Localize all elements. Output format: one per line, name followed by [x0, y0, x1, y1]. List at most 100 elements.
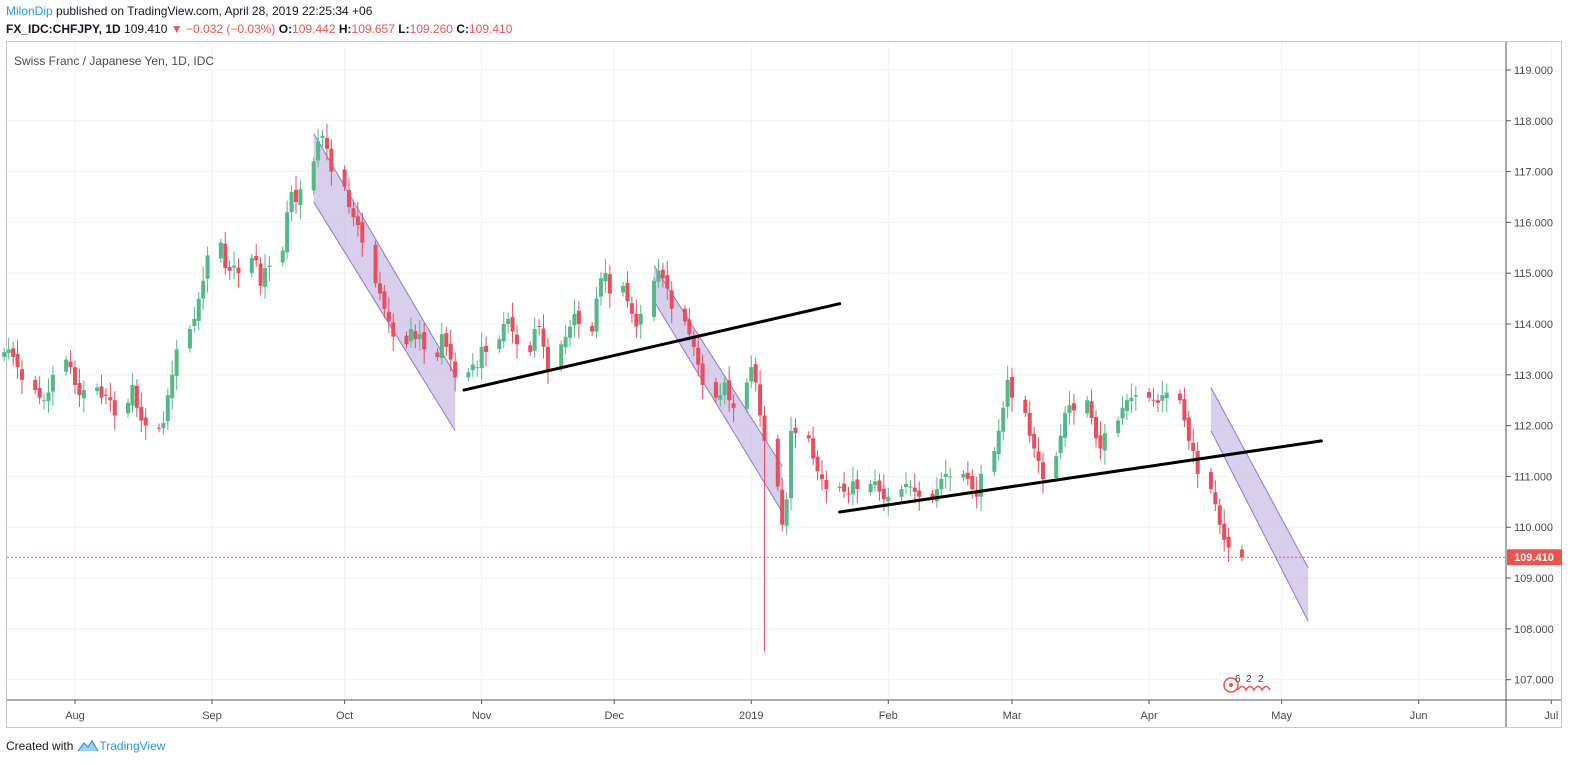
candle-body — [263, 268, 268, 287]
candle-body — [99, 386, 104, 398]
candle-body — [868, 484, 873, 493]
channel-fill[interactable] — [1210, 387, 1309, 622]
ohlc-line: FX_IDC:CHFJPY, 1D 109.410 ▼ −0.032 (−0.0… — [6, 22, 512, 36]
candle-body — [1151, 399, 1156, 401]
svg-text:2: 2 — [1258, 674, 1264, 685]
candle-body — [11, 348, 16, 358]
open-label: O: — [278, 22, 293, 36]
candle-body — [448, 343, 453, 360]
last-price-text: 109.410 — [124, 22, 168, 36]
candle-body — [347, 189, 352, 208]
candle-body — [475, 367, 480, 369]
candle-body — [603, 273, 608, 282]
candle-body — [165, 395, 170, 422]
candle-body — [961, 473, 966, 478]
time-axis[interactable]: Aug Sep Oct Nov Dec 2019 Feb Mar Apr May Jun Jul — [65, 700, 1558, 722]
trendline[interactable] — [462, 302, 842, 392]
y-tick-label: 109.000 — [1514, 573, 1554, 585]
candle-body — [837, 486, 842, 489]
candle-body — [1120, 407, 1125, 419]
candle-body — [1164, 392, 1169, 399]
candle-body — [201, 280, 206, 299]
price-axis[interactable]: 119.000 118.000 117.000 116.000 115.000 114.0… — [1506, 65, 1554, 687]
candle-body — [294, 189, 298, 203]
candle-body — [1217, 505, 1222, 525]
candle-body — [258, 263, 263, 286]
candle-body — [753, 364, 758, 383]
candle-body — [1023, 399, 1028, 413]
candle-body — [382, 291, 387, 309]
candle-body — [762, 415, 767, 441]
candle-body — [1147, 392, 1152, 398]
candle-body — [196, 298, 201, 321]
y-tick-label: 116.000 — [1514, 217, 1553, 229]
candle-body — [1239, 549, 1244, 558]
x-tick-label: Oct — [336, 710, 353, 722]
candle-body — [691, 337, 696, 347]
x-tick-label: Jul — [1544, 710, 1558, 722]
candle-body — [815, 456, 820, 472]
channel-fill[interactable] — [313, 133, 456, 431]
channel-fill[interactable] — [654, 265, 783, 512]
tradingview-brand-link[interactable]: TradingView — [77, 739, 165, 753]
candle-body — [532, 329, 537, 351]
channel-top-line[interactable] — [1210, 387, 1309, 569]
candle-body — [1191, 442, 1196, 452]
candle-body — [1027, 412, 1032, 436]
candle-body — [391, 322, 396, 337]
candle-body — [811, 438, 816, 459]
candle-body — [95, 387, 100, 392]
candle-body — [806, 435, 811, 439]
candle-body — [223, 243, 228, 269]
candle-body — [696, 347, 701, 365]
x-tick-label: Sep — [202, 710, 222, 722]
candle-body — [479, 346, 484, 369]
candle-body — [435, 352, 440, 358]
channel-bottom-line[interactable] — [653, 300, 783, 513]
candle-body — [1129, 397, 1134, 402]
candle-body — [682, 308, 687, 322]
candle-body — [422, 332, 427, 350]
x-tick-label: Apr — [1140, 710, 1157, 722]
y-tick-label: 114.000 — [1514, 319, 1553, 331]
candle-body — [665, 275, 670, 289]
candle-body — [625, 282, 630, 302]
candle-body — [996, 430, 1001, 455]
candle-body — [948, 476, 953, 478]
candle-body — [236, 267, 241, 274]
candle-body — [607, 274, 612, 294]
x-tick-label: May — [1271, 710, 1292, 722]
author-link[interactable]: MilonDip — [6, 4, 53, 18]
candle-body — [537, 326, 542, 328]
earnings-dividends-icon[interactable]: 6 2 2 — [1223, 674, 1271, 693]
channel-top-line[interactable] — [313, 133, 456, 376]
candle-body — [311, 161, 316, 191]
chart-frame[interactable] — [6, 41, 1562, 728]
candle-body — [572, 313, 577, 326]
candle-body — [1054, 456, 1059, 478]
candle-body — [1116, 420, 1121, 434]
candle-body — [192, 318, 197, 327]
y-tick-label: 119.000 — [1514, 65, 1553, 77]
candle-body — [886, 496, 891, 502]
candle-body — [501, 324, 506, 342]
candle-body — [360, 221, 365, 243]
trendline[interactable] — [838, 439, 1323, 514]
candle-body — [1040, 462, 1045, 479]
candle-body — [19, 369, 24, 380]
candle-body — [934, 489, 939, 502]
candle-body — [373, 244, 378, 284]
y-tick-label: 110.000 — [1514, 522, 1553, 534]
candle-body — [1071, 403, 1076, 411]
candle-body — [143, 417, 148, 426]
candle-body — [559, 344, 564, 368]
channel-top-line[interactable] — [653, 265, 783, 467]
candle-body — [1032, 433, 1037, 449]
candle-body — [775, 438, 780, 487]
candle-body — [329, 148, 334, 172]
candle-body — [227, 267, 232, 271]
candle-body — [1094, 416, 1099, 439]
candle-body — [877, 480, 882, 492]
channel-bottom-line[interactable] — [1210, 430, 1309, 622]
